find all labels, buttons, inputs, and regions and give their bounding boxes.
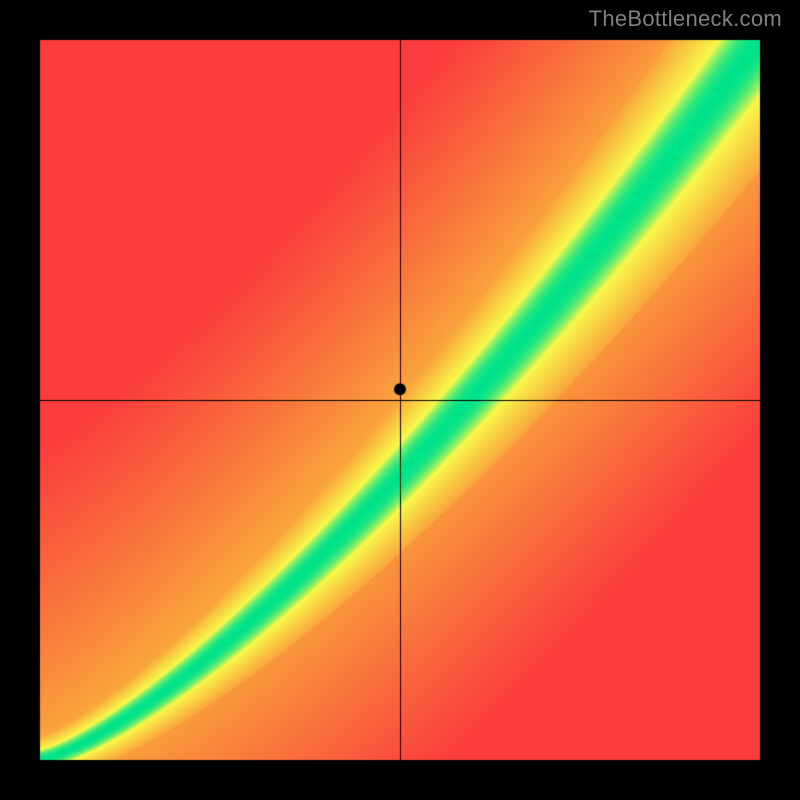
bottleneck-heatmap (0, 0, 800, 800)
chart-container: TheBottleneck.com (0, 0, 800, 800)
watermark-text: TheBottleneck.com (589, 6, 782, 32)
